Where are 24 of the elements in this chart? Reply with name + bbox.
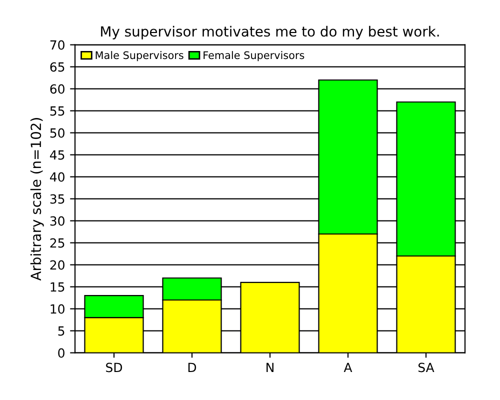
y-tick-label: 55 <box>50 106 64 116</box>
y-tick-label: 70 <box>50 40 64 50</box>
y-tick-label: 60 <box>50 84 64 94</box>
x-tick-label: A <box>344 362 352 372</box>
x-tick-label: SD <box>106 362 122 372</box>
y-tick-label: 35 <box>50 194 64 204</box>
y-tick-label: 0 <box>58 348 64 358</box>
y-tick-label: 5 <box>58 326 64 336</box>
y-tick-label: 40 <box>50 172 64 182</box>
chart-title: My supervisor motivates me to do my best work. <box>101 26 439 40</box>
y-axis-title: Arbitrary scale (n=102) <box>30 118 44 281</box>
y-tick-label: 20 <box>50 260 64 270</box>
legend-label: Female Supervisors <box>204 51 304 62</box>
y-tick-label: 25 <box>50 238 64 248</box>
x-tick-label: D <box>188 362 196 372</box>
y-tick-label: 65 <box>50 62 64 72</box>
x-tick-label: N <box>266 362 274 372</box>
y-tick-label: 10 <box>50 304 64 314</box>
y-tick-label: 15 <box>50 282 64 292</box>
y-tick-label: 45 <box>50 150 64 160</box>
legend-label: Male Supervisors <box>96 51 184 62</box>
y-tick-label: 50 <box>50 128 64 138</box>
y-tick-label: 30 <box>50 216 64 226</box>
x-tick-label: SA <box>418 362 434 372</box>
